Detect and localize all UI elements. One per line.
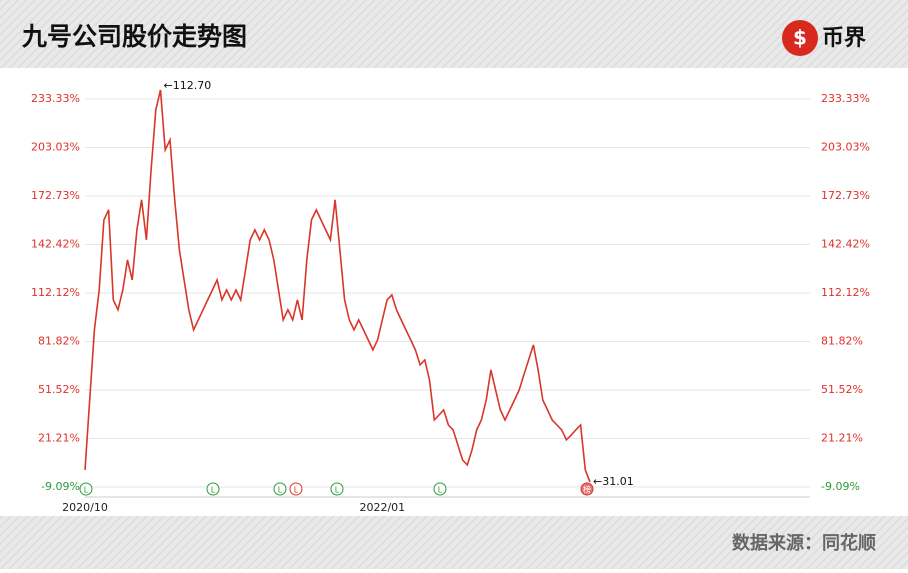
y-tick-label: 172.73%	[31, 189, 80, 202]
source: 数据来源：同花顺	[732, 532, 876, 554]
y-tick-label: 112.12%	[31, 286, 80, 299]
y2-tick-label: 142.42%	[821, 237, 870, 250]
y-tick-label: 81.82%	[38, 335, 80, 348]
y2-tick-label: -9.09%	[821, 480, 860, 493]
event-marker	[273, 482, 287, 496]
x-tick-label: 2020/10	[62, 501, 108, 514]
event-label: L	[335, 486, 340, 495]
price-line	[84, 89, 591, 483]
event-label: L	[84, 486, 89, 495]
event-marker	[79, 482, 93, 496]
y2-tick-label: 51.52%	[821, 383, 863, 396]
y2-tick-label: 81.82%	[821, 335, 863, 348]
annotation: ←31.01	[593, 475, 634, 488]
event-marker	[289, 482, 303, 496]
header-band	[0, 0, 908, 68]
y2-tick-label: 172.73%	[821, 189, 870, 202]
event-label: L	[278, 486, 283, 495]
y-tick-label: 142.42%	[31, 237, 80, 250]
chart-title: 九号公司股价走势图	[21, 22, 247, 51]
logo-icon	[782, 20, 818, 56]
y-tick-label: 203.03%	[31, 140, 80, 153]
x-tick-label: 2022/01	[359, 501, 405, 514]
event-marker	[330, 482, 344, 496]
annotation: ←112.70	[164, 79, 212, 92]
event-label: L	[294, 486, 299, 495]
logo-glyph: $	[793, 26, 807, 50]
event-marker	[580, 482, 594, 496]
y-tick-label: 233.33%	[31, 92, 80, 105]
event-marker	[206, 482, 220, 496]
y-tick-label: 21.21%	[38, 432, 80, 445]
event-marker	[433, 482, 447, 496]
event-label: 榜	[583, 485, 591, 495]
y2-tick-label: 112.12%	[821, 286, 870, 299]
event-label: L	[438, 486, 443, 495]
footer-band	[0, 516, 908, 569]
y2-tick-label: 21.21%	[821, 432, 863, 445]
brand: 币界	[822, 26, 866, 51]
y-tick-label: 51.52%	[38, 383, 80, 396]
event-label: L	[211, 486, 216, 495]
y2-tick-label: 233.33%	[821, 92, 870, 105]
y2-tick-label: 203.03%	[821, 140, 870, 153]
y-tick-label: -9.09%	[41, 480, 80, 493]
